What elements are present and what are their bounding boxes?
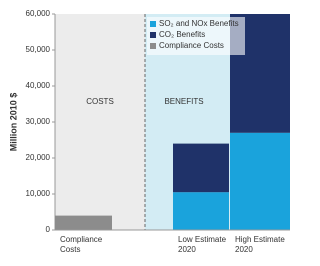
x-tick-label: Low Estimate 2020: [178, 235, 227, 254]
y-tick-label: 60,000: [26, 9, 51, 18]
y-tick-label: 40,000: [26, 81, 51, 90]
annotation: COSTS: [86, 97, 114, 106]
y-tick-label: 50,000: [26, 45, 51, 54]
bar: [55, 215, 112, 230]
bar: [173, 143, 229, 193]
legend-swatch: [150, 21, 156, 27]
bar: [173, 192, 229, 230]
y-tick-label: 0: [46, 225, 51, 234]
costs-background: [55, 14, 145, 230]
bar: [230, 132, 290, 230]
legend-label: SO₂ and NOx Benefits: [159, 19, 239, 28]
annotation: BENEFITS: [164, 97, 203, 106]
x-tick-label: Compliance Costs: [60, 235, 103, 254]
y-tick-label: 20,000: [26, 153, 51, 162]
y-axis-label: Million 2010 $: [8, 93, 18, 152]
legend-box: [147, 17, 245, 55]
legend-swatch: [150, 32, 156, 38]
chart: COSTS BENEFITS Million 2010 $ 0 10,000 20,…: [8, 9, 290, 254]
y-tick-label: 10,000: [26, 189, 51, 198]
x-tick-label: High Estimate 2020: [235, 235, 285, 254]
y-tick-label: 30,000: [26, 117, 51, 126]
legend-swatch: [150, 43, 156, 49]
legend-label: CO₂ Benefits: [159, 30, 205, 39]
legend-label: Compliance Costs: [159, 41, 224, 50]
